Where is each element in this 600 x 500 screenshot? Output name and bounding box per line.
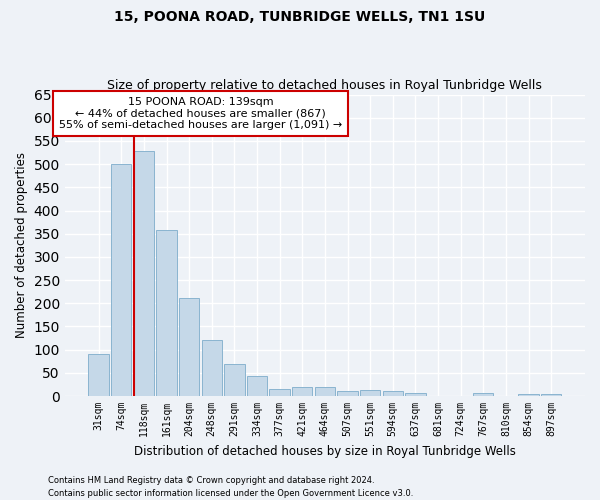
Bar (383, 392, 403, 396)
Bar (473, 394, 493, 396)
Bar (315, 387, 335, 396)
Bar (134, 151, 154, 396)
Bar (224, 364, 245, 396)
Bar (179, 298, 199, 396)
Bar (337, 392, 358, 396)
Text: 15 POONA ROAD: 139sqm
← 44% of detached houses are smaller (867)
55% of semi-det: 15 POONA ROAD: 139sqm ← 44% of detached … (59, 97, 342, 130)
Title: Size of property relative to detached houses in Royal Tunbridge Wells: Size of property relative to detached ho… (107, 79, 542, 92)
Bar (269, 389, 290, 396)
Bar (88, 354, 109, 396)
X-axis label: Distribution of detached houses by size in Royal Tunbridge Wells: Distribution of detached houses by size … (134, 444, 516, 458)
Bar (518, 394, 539, 396)
Bar (111, 164, 131, 396)
Bar (247, 376, 267, 396)
Text: Contains HM Land Registry data © Crown copyright and database right 2024.
Contai: Contains HM Land Registry data © Crown c… (48, 476, 413, 498)
Bar (157, 230, 176, 396)
Bar (360, 390, 380, 396)
Text: 15, POONA ROAD, TUNBRIDGE WELLS, TN1 1SU: 15, POONA ROAD, TUNBRIDGE WELLS, TN1 1SU (115, 10, 485, 24)
Y-axis label: Number of detached properties: Number of detached properties (15, 152, 28, 338)
Bar (292, 387, 313, 396)
Bar (202, 340, 222, 396)
Bar (541, 394, 562, 396)
Bar (405, 393, 425, 396)
